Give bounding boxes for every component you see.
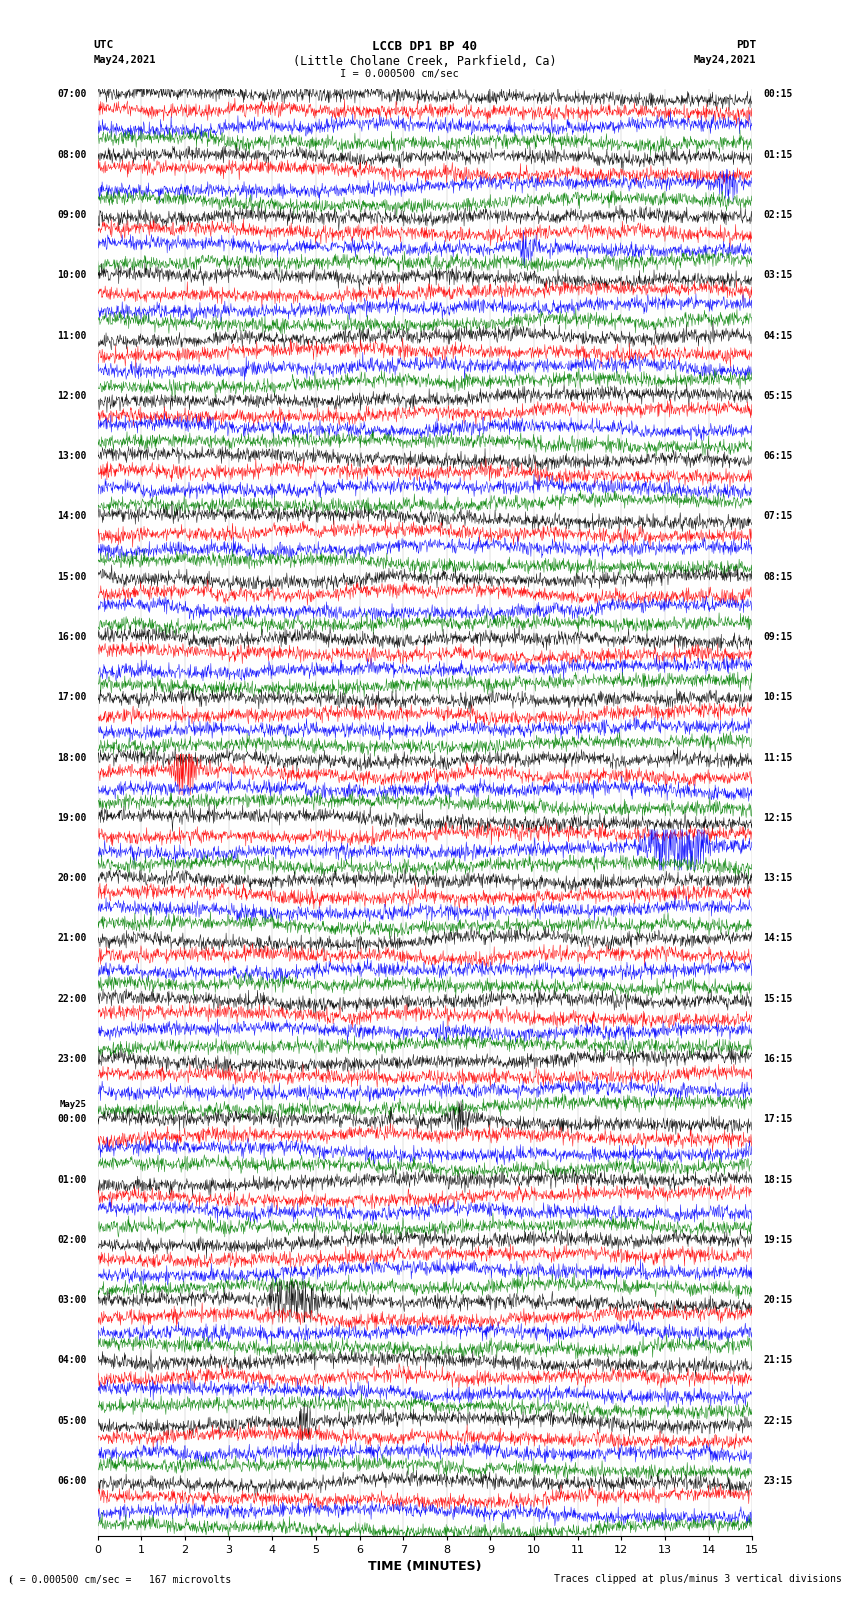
Text: 13:15: 13:15: [763, 873, 792, 884]
Text: 01:15: 01:15: [763, 150, 792, 160]
Text: 18:00: 18:00: [58, 753, 87, 763]
Text: 19:15: 19:15: [763, 1236, 792, 1245]
Text: 22:00: 22:00: [58, 994, 87, 1003]
Text: 03:00: 03:00: [58, 1295, 87, 1305]
Text: 19:00: 19:00: [58, 813, 87, 823]
Text: 09:15: 09:15: [763, 632, 792, 642]
Text: May24,2021: May24,2021: [94, 55, 156, 65]
Text: (Little Cholane Creek, Parkfield, Ca): (Little Cholane Creek, Parkfield, Ca): [293, 55, 557, 68]
Text: 14:00: 14:00: [58, 511, 87, 521]
Text: Traces clipped at plus/minus 3 vertical divisions: Traces clipped at plus/minus 3 vertical …: [553, 1574, 842, 1584]
Text: 05:15: 05:15: [763, 390, 792, 402]
Text: 02:15: 02:15: [763, 210, 792, 219]
Text: 04:15: 04:15: [763, 331, 792, 340]
Text: 08:15: 08:15: [763, 571, 792, 582]
Text: 18:15: 18:15: [763, 1174, 792, 1184]
Text: PDT: PDT: [736, 40, 756, 50]
Text: 00:00: 00:00: [58, 1115, 87, 1124]
Text: 20:15: 20:15: [763, 1295, 792, 1305]
Text: 16:00: 16:00: [58, 632, 87, 642]
Text: ⦗ = 0.000500 cm/sec =   167 microvolts: ⦗ = 0.000500 cm/sec = 167 microvolts: [8, 1574, 232, 1584]
Text: 06:00: 06:00: [58, 1476, 87, 1486]
Text: 15:00: 15:00: [58, 571, 87, 582]
Text: 03:15: 03:15: [763, 271, 792, 281]
Text: 07:00: 07:00: [58, 89, 87, 100]
Text: 23:00: 23:00: [58, 1053, 87, 1065]
Text: 12:00: 12:00: [58, 390, 87, 402]
Text: 21:15: 21:15: [763, 1355, 792, 1366]
Text: LCCB DP1 BP 40: LCCB DP1 BP 40: [372, 40, 478, 53]
Text: 23:15: 23:15: [763, 1476, 792, 1486]
Text: 17:00: 17:00: [58, 692, 87, 702]
Text: 02:00: 02:00: [58, 1236, 87, 1245]
Text: 00:15: 00:15: [763, 89, 792, 100]
Text: 01:00: 01:00: [58, 1174, 87, 1184]
Text: May25: May25: [60, 1100, 87, 1110]
Text: May24,2021: May24,2021: [694, 55, 756, 65]
Text: 12:15: 12:15: [763, 813, 792, 823]
Text: 16:15: 16:15: [763, 1053, 792, 1065]
X-axis label: TIME (MINUTES): TIME (MINUTES): [368, 1560, 482, 1573]
Text: 17:15: 17:15: [763, 1115, 792, 1124]
Text: 13:00: 13:00: [58, 452, 87, 461]
Text: 11:00: 11:00: [58, 331, 87, 340]
Text: 11:15: 11:15: [763, 753, 792, 763]
Text: 20:00: 20:00: [58, 873, 87, 884]
Text: 14:15: 14:15: [763, 934, 792, 944]
Text: 07:15: 07:15: [763, 511, 792, 521]
Text: I = 0.000500 cm/sec: I = 0.000500 cm/sec: [340, 69, 459, 79]
Text: 09:00: 09:00: [58, 210, 87, 219]
Text: 10:15: 10:15: [763, 692, 792, 702]
Text: UTC: UTC: [94, 40, 114, 50]
Text: 04:00: 04:00: [58, 1355, 87, 1366]
Text: 22:15: 22:15: [763, 1416, 792, 1426]
Text: 06:15: 06:15: [763, 452, 792, 461]
Text: 05:00: 05:00: [58, 1416, 87, 1426]
Text: 08:00: 08:00: [58, 150, 87, 160]
Text: 15:15: 15:15: [763, 994, 792, 1003]
Text: 21:00: 21:00: [58, 934, 87, 944]
Text: 10:00: 10:00: [58, 271, 87, 281]
